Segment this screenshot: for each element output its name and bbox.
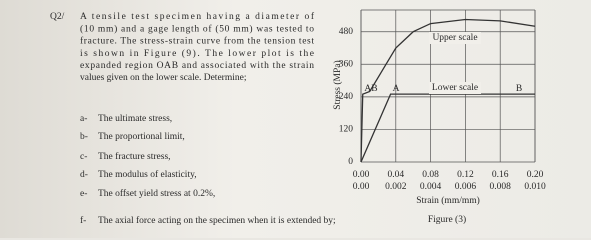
item-text: The ultimate stress,	[98, 114, 172, 124]
label-bg	[429, 82, 481, 94]
item-text: The fracture stress,	[98, 151, 171, 162]
point-label: AB	[364, 84, 377, 94]
scale-label: Lower scale	[432, 83, 478, 93]
x-tick-label: 0.08	[422, 170, 439, 180]
item-letter: e-	[80, 189, 87, 199]
question-line: expanded region OAB and associated with …	[80, 61, 314, 71]
question-line: fracture. The stress-strain curve from t…	[80, 36, 314, 47]
item-letter: b-	[80, 132, 88, 142]
item-letter: f-	[80, 215, 86, 226]
item-text: The offset yield stress at 0.2%,	[98, 188, 215, 199]
x2-tick-label: 0.002	[385, 182, 407, 192]
x-tick-label: 0.00	[353, 170, 370, 180]
y-tick-label: 240	[339, 92, 354, 102]
x2-tick-label: 0.006	[455, 182, 477, 192]
item-text: The modulus of elasticity,	[98, 169, 197, 180]
y-tick-label: 120	[339, 125, 354, 135]
point-label: A	[393, 84, 400, 94]
x-tick-label: 0.16	[492, 170, 509, 180]
x-tick-label: 0.04	[387, 170, 404, 180]
item-letter: d-	[80, 170, 88, 180]
point-label: B	[516, 84, 522, 94]
stress-strain-curve	[360, 93, 535, 163]
y-axis-label: Stress (MPa)	[332, 60, 343, 109]
x2-tick-label: 0.004	[420, 182, 442, 192]
figure-caption: Figure (3)	[428, 214, 466, 225]
label-bg	[429, 32, 481, 44]
item-letter: c-	[80, 152, 87, 162]
question-line: A tensile test specimen having a diamete…	[80, 11, 315, 22]
x-tick-label: 0.12	[457, 170, 474, 180]
x-tick-label: 0.20	[527, 170, 544, 180]
x2-tick-label: 0.008	[490, 182, 512, 192]
item-letter: a-	[80, 114, 87, 124]
question-line: values given on the lower scale. Determi…	[80, 73, 246, 83]
y-tick-label: 480	[339, 27, 354, 37]
stress-strain-curve	[360, 18, 536, 163]
scale-label: Upper scale	[432, 33, 477, 43]
x2-tick-label: 0.00	[353, 182, 370, 192]
item-text: The proportional limit,	[98, 132, 185, 142]
question-line: is shown in Figure (9). The lower plot i…	[80, 48, 314, 59]
question-number: Q2/	[50, 12, 65, 22]
x-axis-label: Strain (mm/mm)	[416, 195, 480, 206]
y-tick-label: 0	[348, 157, 353, 167]
y-tick-label: 360	[339, 59, 354, 69]
question-line: (10 mm) and a gage length of (50 mm) was…	[80, 23, 314, 34]
x2-tick-label: 0.010	[524, 182, 546, 192]
item-text: The axial force acting on the specimen w…	[98, 215, 336, 226]
